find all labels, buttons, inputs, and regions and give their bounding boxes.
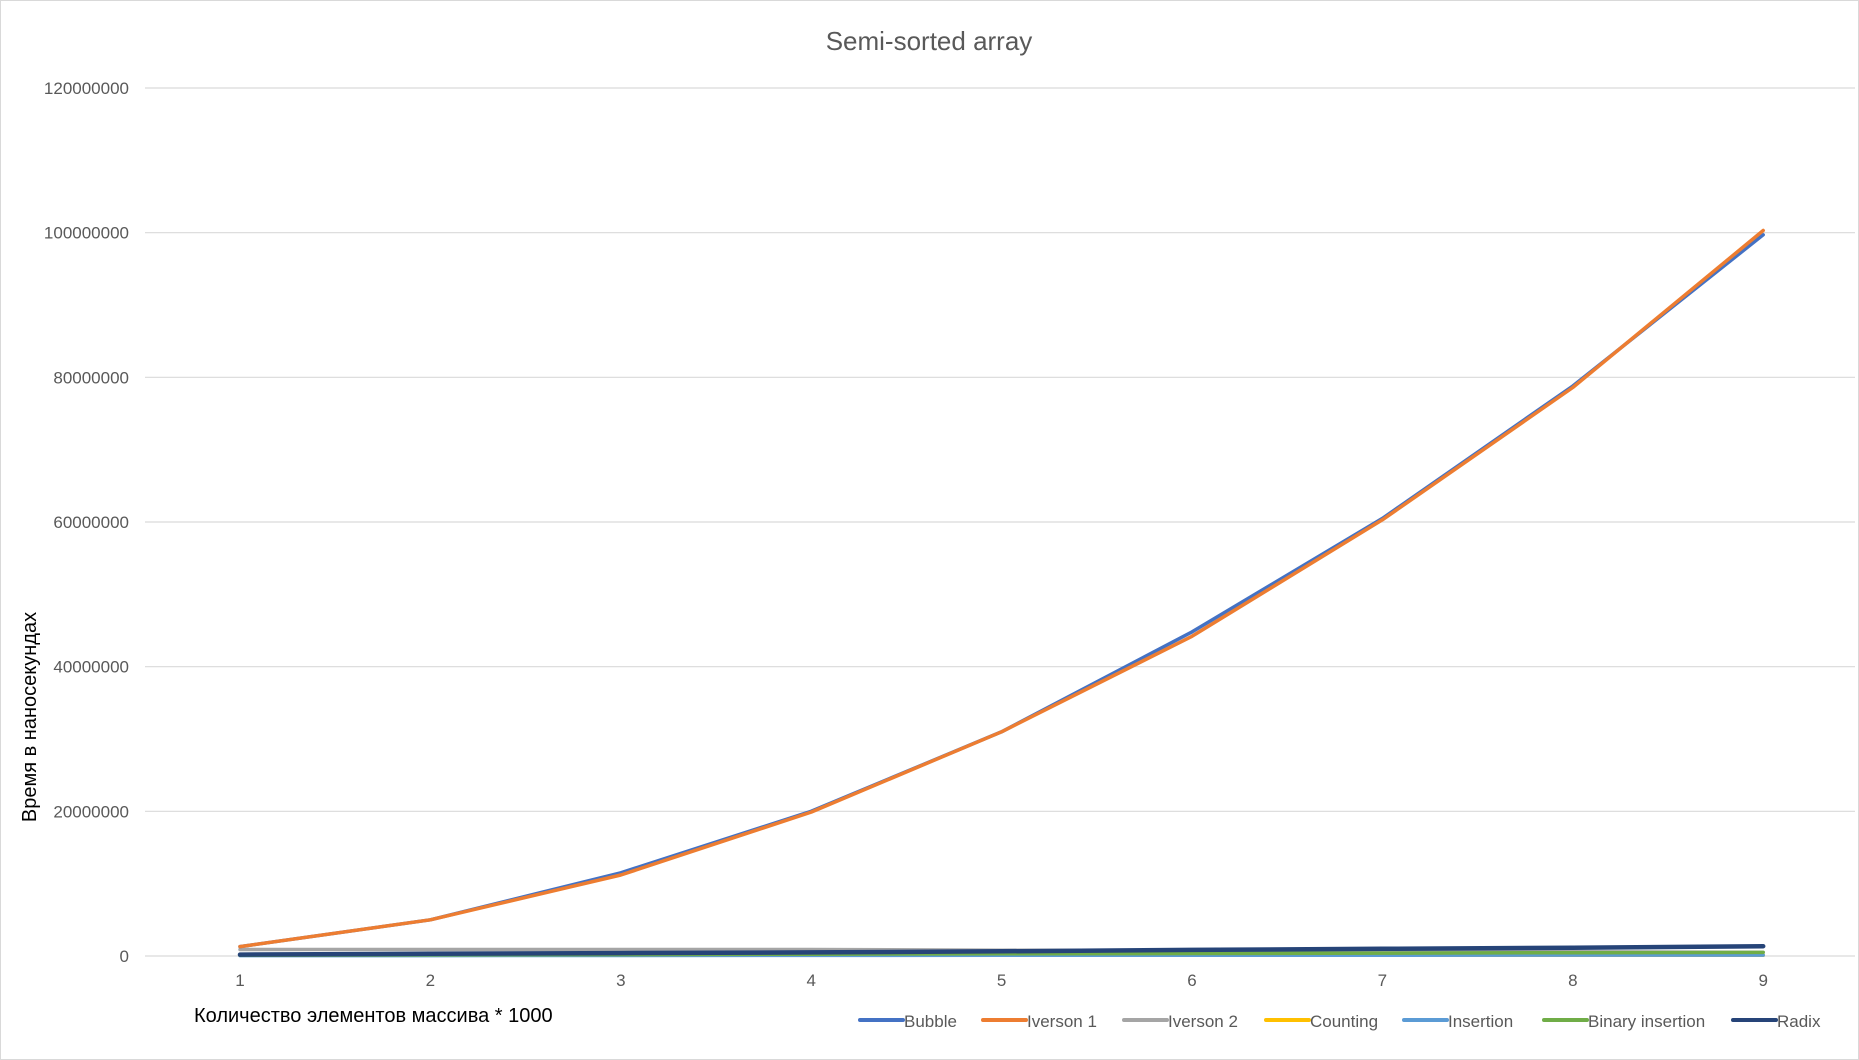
series-lines: [237, 228, 1766, 958]
y-tick-label: 120000000: [44, 79, 129, 98]
y-tick-label: 60000000: [53, 513, 129, 532]
x-axis-title: Количество элементов массива * 1000: [194, 1005, 553, 1027]
legend-item: Iverson 1: [981, 1012, 1097, 1031]
legend-item: Binary insertion: [1542, 1012, 1705, 1031]
x-tick-label: 4: [806, 971, 815, 990]
x-tick-label: 6: [1187, 971, 1196, 990]
x-tick-label: 5: [997, 971, 1006, 990]
x-tick-label: 2: [426, 971, 435, 990]
legend-label: Insertion: [1448, 1012, 1513, 1031]
x-tick-label: 9: [1758, 971, 1767, 990]
legend-label: Radix: [1777, 1012, 1821, 1031]
legend-item: Iverson 2: [1122, 1012, 1238, 1031]
legend-item: Bubble: [858, 1012, 957, 1031]
legend-label: Bubble: [904, 1012, 957, 1031]
chart-title: Semi-sorted array: [826, 26, 1033, 56]
series-line-radix: [237, 943, 1766, 957]
legend: Bubble Iverson 1 Iverson 2 Counting Insertio…: [858, 1012, 1821, 1031]
gridlines: [145, 87, 1855, 957]
y-tick-label: 40000000: [53, 658, 129, 677]
legend-label: Iverson 2: [1168, 1012, 1238, 1031]
y-tick-label: 0: [120, 947, 129, 966]
legend-item: Insertion: [1402, 1012, 1513, 1031]
legend-label: Binary insertion: [1588, 1012, 1705, 1031]
x-tick-label: 1: [235, 971, 244, 990]
x-tick-label: 3: [616, 971, 625, 990]
x-axis-ticks: 1 2 3 4 5 6 7 8 9: [235, 971, 1768, 990]
y-axis-title: Время в наносекундах: [19, 612, 41, 822]
x-tick-label: 8: [1568, 971, 1577, 990]
y-tick-label: 20000000: [53, 802, 129, 821]
legend-label: Iverson 1: [1027, 1012, 1097, 1031]
x-tick-label: 7: [1378, 971, 1387, 990]
y-axis-ticks: 0 20000000 40000000 60000000 80000000 1000000…: [44, 79, 129, 966]
legend-item: Radix: [1731, 1012, 1821, 1031]
series-line-iverson-1: [238, 228, 1765, 949]
y-tick-label: 100000000: [44, 224, 129, 243]
y-tick-label: 80000000: [53, 368, 129, 387]
legend-label: Counting: [1310, 1012, 1378, 1031]
series-line-bubble: [238, 233, 1765, 949]
legend-item: Counting: [1264, 1012, 1378, 1031]
